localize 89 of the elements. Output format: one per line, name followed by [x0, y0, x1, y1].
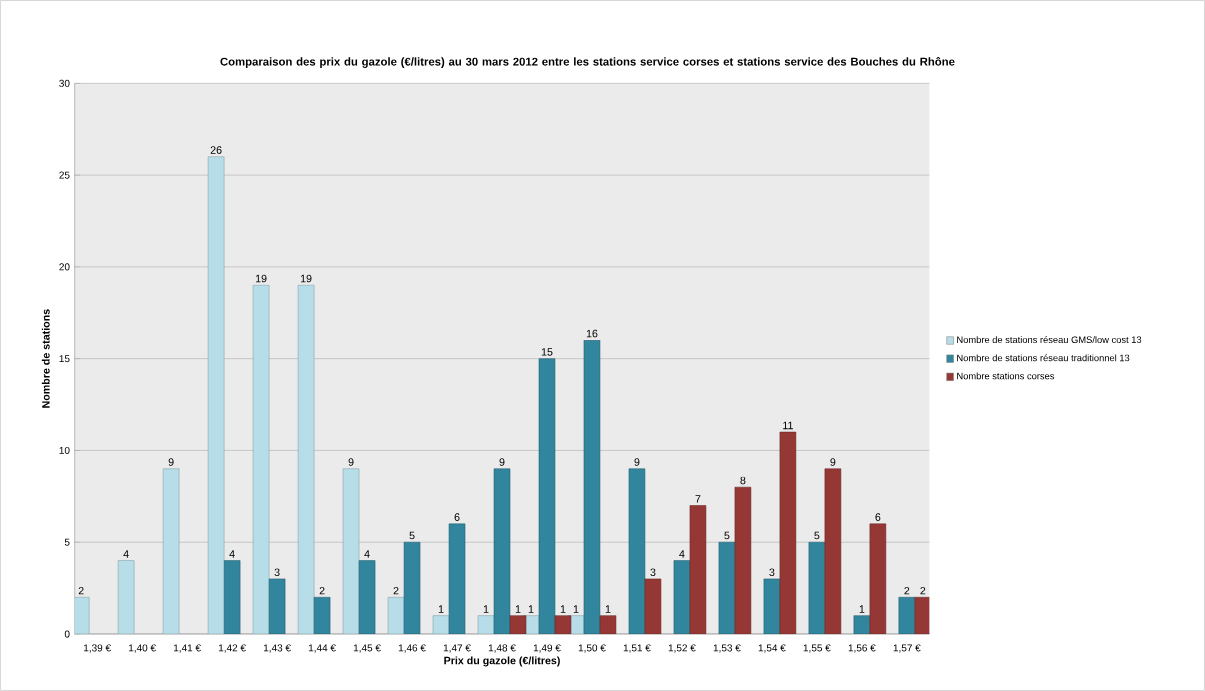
chart-title: Comparaison des prix du gazole (€/litres) au 30 mars 2012 entre les stations service corses et stations service des Bouches du Rhône: [220, 57, 955, 68]
x-tick-label: 1,56 €: [848, 644, 876, 653]
bar: [763, 578, 781, 634]
x-tick-label: 1,55 €: [803, 644, 831, 653]
bar: [493, 468, 511, 634]
bar: [853, 615, 871, 634]
data-label: 1: [483, 605, 489, 613]
data-label: 1: [605, 605, 611, 613]
data-label: 26: [210, 146, 222, 154]
data-label: 2: [393, 586, 399, 595]
x-tick-label: 1,53 €: [713, 644, 741, 653]
data-label: 1: [859, 605, 865, 613]
x-tick-label: 1,44 €: [308, 644, 336, 653]
data-label: 16: [586, 329, 598, 338]
data-label: 11: [783, 421, 793, 430]
bar: [583, 340, 601, 634]
data-label: 6: [875, 513, 881, 521]
y-tick-label: 20: [59, 263, 70, 271]
data-label: 9: [348, 458, 354, 466]
data-label: 7: [695, 495, 701, 503]
x-tick-label: 1,51 €: [623, 644, 651, 653]
bar: [898, 597, 916, 634]
data-label: 5: [814, 531, 820, 540]
data-label: 3: [650, 568, 656, 576]
data-label: 5: [724, 531, 730, 540]
bar: [628, 468, 646, 634]
x-tick-label: 1,40 €: [129, 644, 156, 653]
x-tick-label: 1,52 €: [668, 644, 696, 653]
legend-label: Nombre de stations réseau traditionnel 13: [957, 354, 1130, 362]
legend-label: Nombre stations corses: [957, 372, 1055, 380]
data-label: 5: [409, 531, 415, 540]
y-tick-label: 15: [59, 355, 70, 363]
bar: [117, 560, 135, 634]
data-label: 9: [830, 458, 836, 466]
y-tick-label: 25: [59, 171, 70, 179]
bar: [74, 597, 90, 634]
bar: [914, 597, 930, 634]
y-tick-label: 30: [59, 79, 70, 87]
data-label: 9: [499, 458, 505, 466]
data-label: 3: [274, 568, 280, 576]
data-label: 9: [634, 458, 640, 466]
x-tick-label: 1,39 €: [84, 644, 111, 653]
data-label: 1: [528, 605, 534, 613]
x-tick-label: 1,57 €: [893, 644, 921, 653]
x-tick-label: 1,41 €: [173, 644, 201, 653]
data-label: 6: [454, 513, 460, 521]
bar: [808, 541, 826, 634]
y-tick-label: 0: [64, 630, 70, 638]
data-label: 2: [904, 586, 910, 595]
x-tick-label: 1,48 €: [488, 644, 516, 653]
data-label: 9: [168, 458, 174, 466]
data-label: 19: [300, 274, 312, 283]
y-tick-label: 5: [64, 538, 70, 546]
x-tick-label: 1,47 €: [443, 644, 471, 653]
x-tick-label: 1,50 €: [578, 644, 606, 653]
bar: [538, 358, 556, 634]
x-tick-label: 1,54 €: [758, 644, 786, 653]
data-label: 4: [679, 550, 685, 558]
x-tick-label: 1,45 €: [353, 644, 381, 653]
data-label: 2: [319, 586, 325, 595]
data-label: 1: [438, 605, 444, 613]
data-label: 4: [364, 550, 370, 558]
bar: [403, 541, 421, 634]
y-axis-title: Nombre de stations: [41, 309, 50, 408]
x-tick-label: 1,42 €: [218, 644, 246, 653]
y-tick-label: 10: [59, 446, 70, 454]
data-label: 19: [255, 274, 267, 283]
data-label: 2: [920, 586, 926, 595]
bar: [448, 523, 466, 634]
data-label: 3: [769, 568, 775, 576]
data-label: 8: [740, 476, 746, 485]
bar: [358, 560, 376, 634]
data-label: 4: [229, 550, 235, 558]
x-axis-title: Prix du gazole (€/litres): [444, 656, 560, 667]
x-tick-label: 1,49 €: [533, 644, 561, 653]
x-tick-label: 1,43 €: [263, 644, 291, 653]
bar: [313, 597, 331, 634]
bar: [268, 578, 286, 634]
data-label: 15: [541, 348, 553, 356]
data-label: 2: [78, 586, 84, 595]
bar: [718, 541, 736, 634]
legend-label: Nombre de stations réseau GMS/low cost 13: [957, 336, 1142, 344]
bar: [223, 560, 241, 634]
x-tick-label: 1,46 €: [398, 644, 426, 653]
data-label: 1: [573, 605, 579, 613]
bar: [673, 560, 691, 634]
data-label: 1: [560, 605, 566, 613]
data-label: 4: [123, 550, 129, 558]
data-label: 1: [515, 605, 521, 613]
